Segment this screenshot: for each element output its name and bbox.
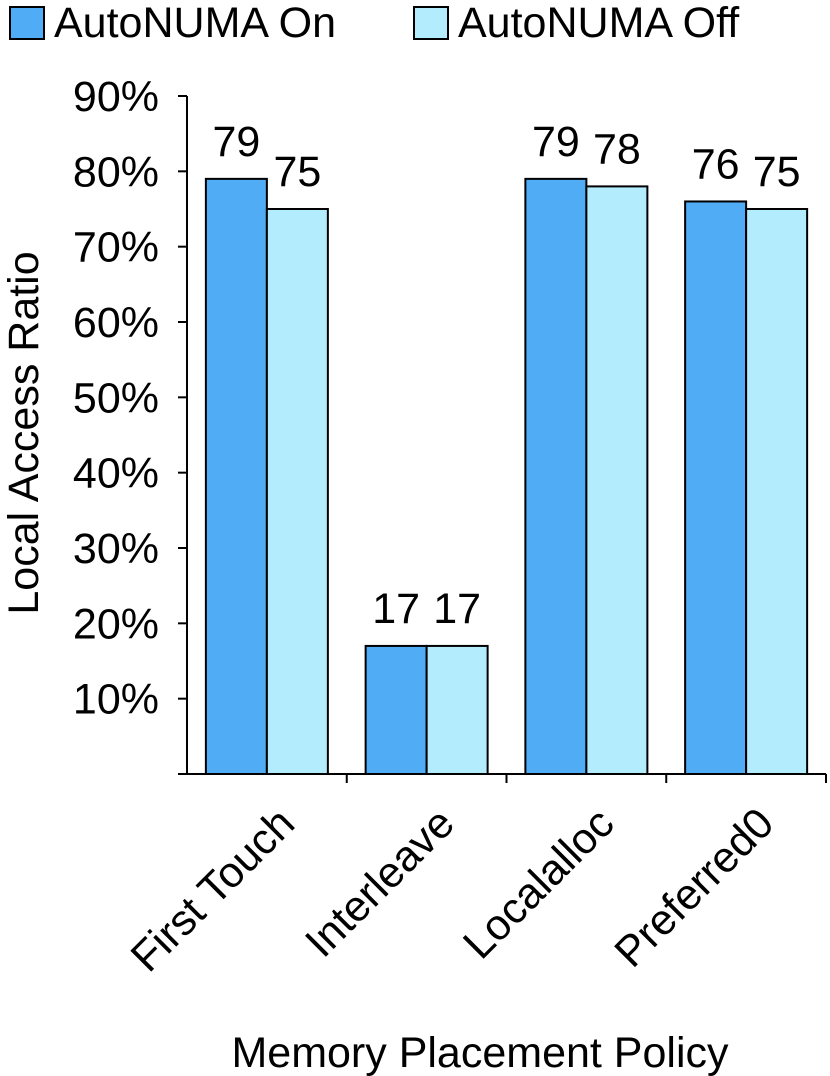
bar: [745, 208, 809, 775]
data-label: 79: [212, 118, 260, 166]
x-tick-label: Preferred0: [606, 799, 784, 977]
legend: AutoNUMA On AutoNUMA Off: [9, 0, 740, 47]
data-label: 78: [593, 125, 641, 173]
bars: [204, 177, 809, 776]
x-axis: First TouchInterleaveLocalallocPreferred…: [122, 773, 827, 981]
legend-label: AutoNUMA Off: [458, 0, 740, 47]
bar: [585, 185, 649, 775]
data-label: 17: [372, 585, 420, 633]
x-tick-label: Interleave: [296, 799, 463, 966]
bar: [204, 177, 268, 776]
y-tick-label: 70%: [73, 224, 159, 272]
legend-swatch: [9, 6, 45, 40]
y-tick-label: 30%: [73, 525, 159, 573]
data-label: 75: [753, 148, 801, 196]
y-axis-title: Local Access Ratio: [0, 251, 48, 614]
y-tick-label: 80%: [73, 148, 159, 196]
bar: [524, 177, 588, 776]
bar: [684, 200, 748, 775]
data-label: 17: [433, 585, 481, 633]
legend-swatch: [413, 6, 449, 40]
y-tick-label: 90%: [73, 73, 159, 121]
legend-label: AutoNUMA On: [54, 0, 336, 47]
x-tick-label: First Touch: [122, 799, 304, 981]
data-label: 79: [532, 118, 580, 166]
data-labels: 79 75 17 17 79 78 76 75: [212, 118, 800, 633]
y-tick-label: 60%: [73, 299, 159, 347]
y-axis: 10% 20% 30% 40% 50% 60% 70% 80% 90%: [73, 73, 188, 775]
data-label: 75: [273, 148, 321, 196]
bar: [364, 644, 428, 776]
bar: [425, 644, 489, 776]
x-axis-title: Memory Placement Policy: [231, 1029, 729, 1076]
y-tick-label: 10%: [73, 676, 159, 724]
bar: [265, 208, 329, 775]
y-tick-label: 20%: [73, 600, 159, 648]
x-tick-label: Localalloc: [454, 799, 623, 968]
data-label: 76: [692, 140, 740, 188]
y-tick-label: 50%: [73, 374, 159, 422]
y-tick-label: 40%: [73, 450, 159, 498]
